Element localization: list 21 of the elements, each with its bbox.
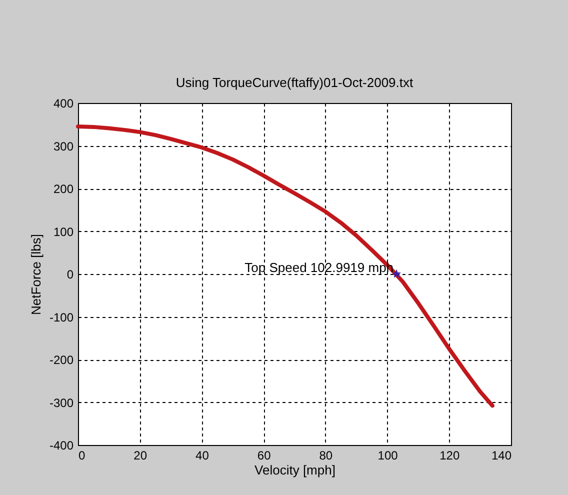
y-tick-label: -100 bbox=[49, 310, 74, 324]
line-series bbox=[76, 124, 494, 408]
y-tick-label: 400 bbox=[53, 96, 74, 110]
x-tick-label: 120 bbox=[440, 448, 460, 462]
chart-title: Using TorqueCurve(ftaffy)01-Oct-2009.txt bbox=[176, 75, 414, 90]
y-tick-label: 300 bbox=[53, 139, 74, 154]
y-axis-title: NetForce [lbs] bbox=[28, 234, 44, 315]
y-tick-label: -300 bbox=[49, 396, 74, 410]
x-axis-title: Velocity [mph] bbox=[254, 462, 336, 478]
y-tick-label: -400 bbox=[49, 438, 74, 452]
x-tick-label: 80 bbox=[319, 448, 333, 462]
x-tick-label: 60 bbox=[257, 448, 272, 462]
x-tick-label: 20 bbox=[134, 448, 148, 462]
y-tick-label: 0 bbox=[66, 268, 74, 282]
y-tick-label: 200 bbox=[53, 182, 74, 196]
x-tick-label: 0 bbox=[78, 448, 86, 462]
y-tick-label: -200 bbox=[49, 353, 74, 367]
y-tick-label: 100 bbox=[53, 224, 74, 239]
x-tick-label: 40 bbox=[196, 448, 210, 462]
x-tick-label: 140 bbox=[491, 448, 512, 462]
x-tick-label: 100 bbox=[378, 448, 398, 462]
